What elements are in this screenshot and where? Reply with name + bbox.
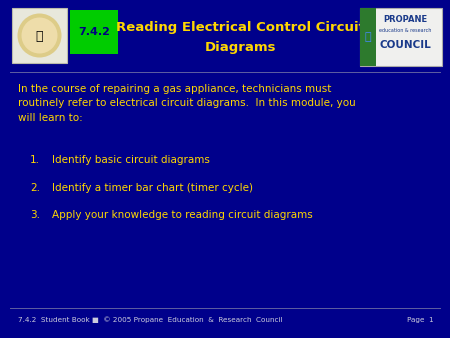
Text: 💧: 💧 (364, 32, 371, 42)
Text: Page  1: Page 1 (407, 317, 434, 323)
Text: education & research: education & research (379, 27, 431, 32)
Text: In the course of repairing a gas appliance, technicians must
routinely refer to : In the course of repairing a gas applian… (18, 84, 356, 123)
Circle shape (18, 14, 62, 57)
Bar (12, 8, 67, 63)
Bar (360, 8, 376, 66)
Circle shape (22, 18, 58, 53)
Bar (360, 8, 442, 66)
Text: Identify basic circuit diagrams: Identify basic circuit diagrams (52, 155, 210, 165)
Text: 2.: 2. (30, 183, 40, 193)
Bar (70, 10, 118, 54)
Text: 7.4.2: 7.4.2 (78, 27, 110, 37)
Text: Identify a timer bar chart (timer cycle): Identify a timer bar chart (timer cycle) (52, 183, 253, 193)
Text: 7.4.2  Student Book ■  © 2005 Propane  Education  &  Research  Council: 7.4.2 Student Book ■ © 2005 Propane Educ… (18, 317, 283, 323)
Text: 1.: 1. (30, 155, 40, 165)
Text: Reading Electrical Control Circuit: Reading Electrical Control Circuit (116, 21, 364, 33)
Text: Apply your knowledge to reading circuit diagrams: Apply your knowledge to reading circuit … (52, 210, 313, 220)
Text: 🔥: 🔥 (36, 30, 43, 44)
Text: PROPANE: PROPANE (383, 16, 427, 24)
Text: COUNCIL: COUNCIL (379, 40, 431, 50)
Text: 3.: 3. (30, 210, 40, 220)
Text: Diagrams: Diagrams (204, 41, 276, 53)
